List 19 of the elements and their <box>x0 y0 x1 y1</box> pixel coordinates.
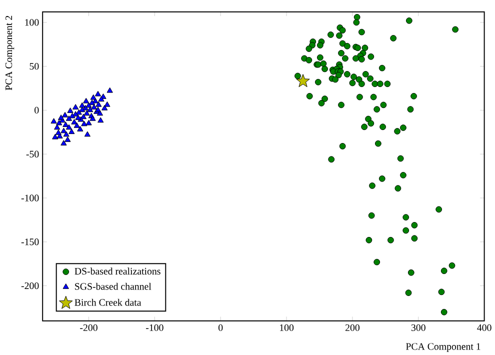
y-tick-label: -150 <box>21 238 39 246</box>
x-tick-label: 400 <box>477 324 492 331</box>
y-axis-title: PCA Component 2 <box>5 16 14 90</box>
legend-label: DS-based realizations <box>74 268 160 275</box>
legend-label: Birch Creek data <box>74 298 142 306</box>
x-axis-title: PCA Component 1 <box>406 343 480 352</box>
x-tick-label: 100 <box>280 324 294 331</box>
y-tick-label: 0 <box>34 106 39 114</box>
y-tick-label: 100 <box>25 19 39 26</box>
x-tick-label: 300 <box>411 324 426 331</box>
y-tick-label: -50 <box>26 150 39 158</box>
x-tick-label: -200 <box>80 324 98 331</box>
y-tick-label: 50 <box>30 62 39 70</box>
x-tick-label: 200 <box>345 324 360 331</box>
y-tick-label: -100 <box>21 194 39 202</box>
y-tick-label: -200 <box>21 282 39 290</box>
legend-label: SGS-based channel <box>75 282 152 290</box>
x-tick-label: 0 <box>218 324 223 331</box>
x-tick-label: -100 <box>146 324 164 331</box>
